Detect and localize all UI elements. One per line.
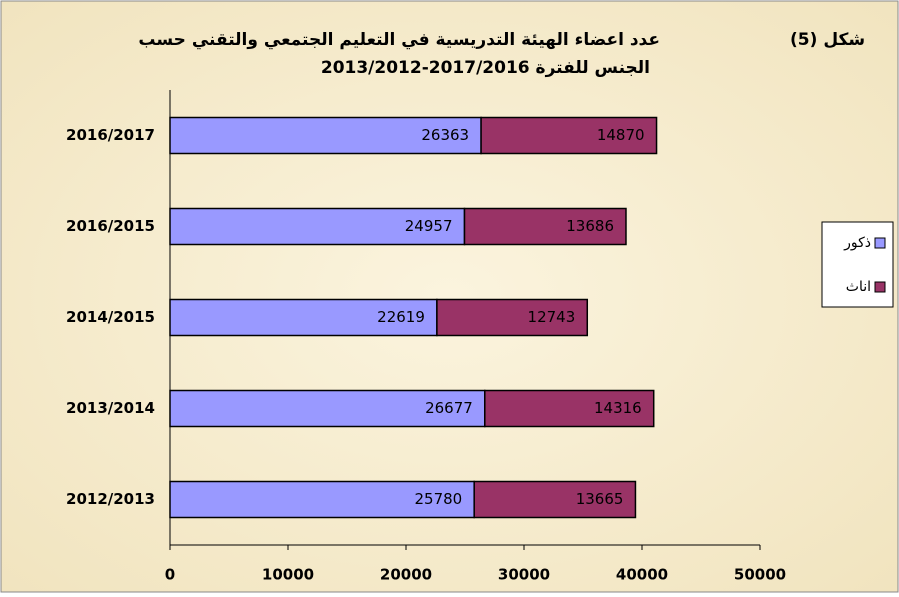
x-tick-label: 10000 <box>262 566 314 584</box>
bar-segment <box>480 116 658 155</box>
y-tick-label: 2016/2015 <box>66 217 155 235</box>
bar-segment <box>169 480 475 519</box>
data-label: 12743 <box>528 308 576 326</box>
data-label: 13665 <box>576 490 624 508</box>
y-tick-label: 2016/2017 <box>66 126 155 144</box>
x-tick-label: 50000 <box>734 566 786 584</box>
data-label: 14316 <box>594 399 642 417</box>
y-tick-label: 2012/2013 <box>66 490 155 508</box>
figure-label: شكل (5) <box>790 30 865 50</box>
bar-segment <box>169 298 438 337</box>
legend-swatch <box>874 237 886 249</box>
data-label: 26677 <box>425 399 473 417</box>
data-label: 13686 <box>566 217 614 235</box>
data-label: 14870 <box>597 126 645 144</box>
x-tick-label: 0 <box>165 566 175 584</box>
bar-segment <box>436 298 589 337</box>
legend-label: ذكور <box>843 235 871 251</box>
data-label: 25780 <box>414 490 462 508</box>
data-label: 26363 <box>421 126 469 144</box>
x-tick-label: 30000 <box>498 566 550 584</box>
chart-title: الجنس للفترة 2017/2016-2013/2012 <box>321 58 650 78</box>
bar-segment <box>169 389 486 428</box>
bar-segment <box>473 480 637 519</box>
bar-segment <box>484 389 655 428</box>
chart-title: عدد اعضاء الهيئة التدريسية في التعليم ال… <box>138 30 660 50</box>
legend-label: اناث <box>846 279 871 295</box>
legend-swatch <box>874 281 886 293</box>
y-tick-label: 2013/2014 <box>66 399 155 417</box>
y-tick-label: 2014/2015 <box>66 308 155 326</box>
data-label: 24957 <box>405 217 453 235</box>
x-tick-label: 40000 <box>616 566 668 584</box>
bar-segment <box>463 207 627 246</box>
data-label: 22619 <box>377 308 425 326</box>
x-tick-label: 20000 <box>380 566 432 584</box>
legend-box <box>821 221 894 308</box>
